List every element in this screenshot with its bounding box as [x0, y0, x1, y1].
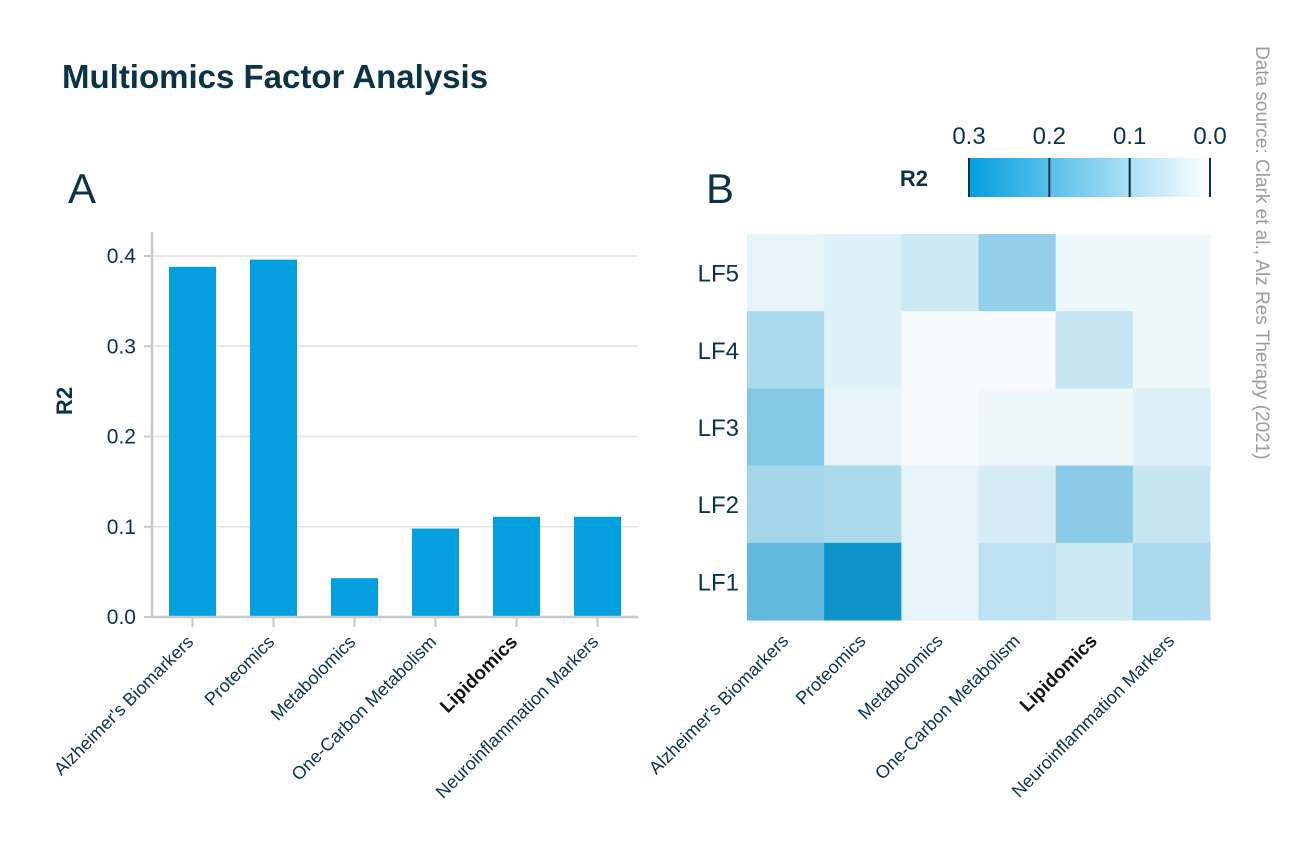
bar-y-tick-label: 0.0: [107, 606, 136, 629]
bar-x-tick-labels: Alzheimer's Biomarkers ProteomicsMetabolo…: [50, 617, 602, 802]
colorbar-gradient: [969, 158, 1210, 197]
heatmap-cell-lf4-one-carbon-metabolism: [978, 311, 1057, 389]
heatmap-cell-lf2-neuroinflammation-markers: [1132, 465, 1211, 544]
bar-x-label-alzheimer-s-biomarkers: Alzheimer's Biomarkers: [50, 632, 197, 779]
heatmap-cell-lf4-alzheimer-s-biomarkers: [747, 311, 825, 389]
bar-y-tick-label: 0.1: [107, 516, 136, 539]
heatmap-cell-lf5-metabolomics: [901, 234, 979, 312]
bar-one-carbon-metabolism: [412, 528, 459, 617]
bar-metabolomics: [331, 578, 378, 617]
heatmap-cell-lf5-neuroinflammation-markers: [1132, 234, 1211, 312]
heatmap-cell-lf3-proteomics: [824, 388, 902, 467]
bar-x-label-proteomics: Proteomics: [201, 632, 279, 710]
colorbar-tick-label: 0.3: [952, 123, 985, 150]
heatmap-cell-lf2-lipidomics: [1055, 465, 1134, 544]
heatmap-cell-lf4-neuroinflammation-markers: [1132, 311, 1211, 389]
heatmap-cell-lf1-one-carbon-metabolism: [978, 542, 1057, 621]
heatmap-row-label-lf3: LF3: [698, 415, 739, 442]
colorbar-tick-label: 0.0: [1193, 123, 1226, 150]
bar-y-ticks: 0.0 0.1 0.2 0.3 0.4: [107, 245, 152, 629]
heatmap-cells: [747, 234, 1211, 621]
bar-x-label-lipidomics: Lipidomics: [436, 632, 522, 718]
bar-gridlines: [152, 255, 638, 528]
heatmap-row-label-lf2: LF2: [698, 492, 739, 519]
heatmap-row-label-lf4: LF4: [698, 338, 739, 365]
bar-x-label-neuroinflammation-markers: Neuroinflammation Markers: [432, 632, 602, 802]
colorbar-tick-label: 0.1: [1113, 123, 1146, 150]
data-source-note: Data source: Clark et al., Alz Res Thera…: [1251, 46, 1272, 460]
heatmap-x-label-alzheimer-s-biomarkers: Alzheimer's Biomarkers: [645, 631, 792, 778]
heatmap-cell-lf1-proteomics: [824, 542, 902, 621]
bar-y-tick-label: 0.3: [107, 335, 136, 358]
heatmap-cell-lf5-alzheimer-s-biomarkers: [747, 234, 825, 312]
heatmap-cell-lf1-metabolomics: [901, 542, 979, 621]
heatmap-cell-lf5-one-carbon-metabolism: [978, 234, 1057, 312]
bar-chart-panel: A R2 0.0 0.1 0.2 0.3 0.4 Alzheimer's Biomark…: [50, 165, 638, 802]
heatmap-cell-lf2-alzheimer-s-biomarkers: [747, 465, 825, 544]
bar-y-tick-label: 0.4: [107, 245, 137, 268]
chart-title: Multiomics Factor Analysis: [62, 58, 488, 95]
heatmap-cell-lf2-proteomics: [824, 465, 902, 544]
bar-x-label-metabolomics: Metabolomics: [267, 632, 360, 725]
heatmap-cell-lf4-metabolomics: [901, 311, 979, 389]
heatmap-cell-lf1-alzheimer-s-biomarkers: [747, 542, 825, 621]
heatmap-cell-lf3-alzheimer-s-biomarkers: [747, 388, 825, 467]
bar-alzheimer-s-biomarkers: [169, 266, 216, 617]
heatmap-x-tick-labels: Alzheimer's Biomarkers ProteomicsMetabolo…: [645, 631, 1178, 801]
colorbar-tick-label: 0.2: [1033, 123, 1066, 150]
bar-lipidomics: [493, 516, 540, 617]
bar-y-tick-label: 0.2: [107, 426, 136, 449]
heatmap-cell-lf1-neuroinflammation-markers: [1132, 542, 1211, 621]
heatmap-row-label-lf5: LF5: [698, 261, 739, 288]
bar-axes: [150, 232, 638, 619]
heatmap-x-label-lipidomics: Lipidomics: [1016, 631, 1102, 717]
heatmap-cell-lf3-lipidomics: [1055, 388, 1134, 467]
heatmap-cell-lf3-neuroinflammation-markers: [1132, 388, 1211, 467]
heatmap-x-label-proteomics: Proteomics: [792, 631, 870, 709]
heatmap-row-label-lf1: LF1: [698, 569, 739, 596]
heatmap-panel: B R2 0.3 0.2 0.1 0.0 LF5 LF4 LF3 LF2 LF1 Alzhei…: [645, 123, 1227, 801]
bar-proteomics: [250, 259, 297, 617]
heatmap-cell-lf2-metabolomics: [901, 465, 979, 544]
heatmap-cell-lf4-proteomics: [824, 311, 902, 389]
heatmap-x-label-neuroinflammation-markers: Neuroinflammation Markers: [1008, 631, 1178, 801]
heatmap-cell-lf3-one-carbon-metabolism: [978, 388, 1057, 467]
heatmap-row-labels: LF5 LF4 LF3 LF2 LF1: [698, 261, 739, 597]
heatmap-cell-lf1-lipidomics: [1055, 542, 1134, 621]
bar-series: [169, 259, 621, 617]
heatmap-cell-lf3-metabolomics: [901, 388, 979, 467]
heatmap-x-label-one-carbon-metabolism: One-Carbon Metabolism: [871, 631, 1024, 784]
heatmap-cell-lf5-proteomics: [824, 234, 902, 312]
colorbar-ticks: 0.3 0.2 0.1 0.0: [952, 123, 1227, 197]
heatmap-cell-lf4-lipidomics: [1055, 311, 1134, 389]
heatmap-cell-lf5-lipidomics: [1055, 234, 1134, 312]
bar-x-label-one-carbon-metabolism: One-Carbon Metabolism: [288, 632, 441, 785]
bar-y-axis-title: R2: [52, 387, 77, 415]
colorbar-title: R2: [900, 166, 928, 191]
bar-neuroinflammation-markers: [574, 516, 621, 617]
heatmap-cell-lf2-one-carbon-metabolism: [978, 465, 1057, 544]
panel-label-b: B: [706, 165, 734, 212]
panel-label-a: A: [68, 165, 96, 212]
